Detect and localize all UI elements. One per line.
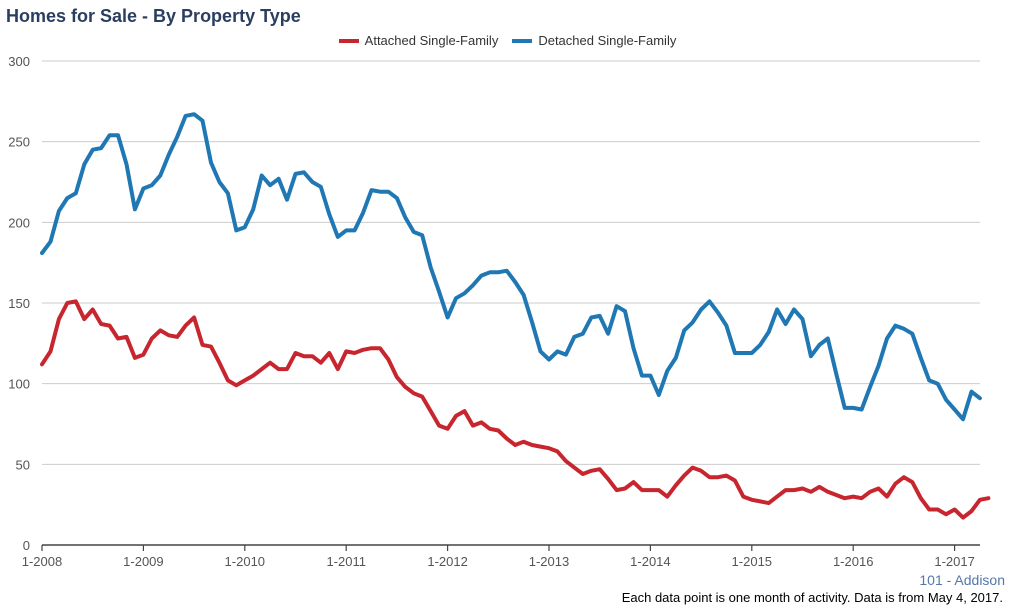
x-tick-label: 1-2009 [123,554,163,569]
x-tick-label: 1-2017 [934,554,974,569]
legend-label-detached: Detached Single-Family [538,33,677,48]
legend-label-attached: Attached Single-Family [364,33,499,48]
legend-item-detached[interactable]: Detached Single-Family [512,33,676,48]
legend: Attached Single-Family Detached Single-F… [0,33,1015,48]
legend-swatch-detached [512,38,533,43]
location-label: 101 - Addison [919,572,1005,588]
y-tick-label: 200 [8,215,30,230]
data-footnote: Each data point is one month of activity… [621,590,1003,605]
x-tick-label: 1-2008 [22,554,62,569]
legend-item-attached[interactable]: Attached Single-Family [338,33,499,48]
x-tick-label: 1-2010 [225,554,265,569]
legend-swatch-attached [338,38,359,43]
x-tick-label: 1-2013 [529,554,569,569]
x-tick-label: 1-2012 [427,554,467,569]
y-tick-label: 0 [23,538,30,553]
y-tick-label: 100 [8,377,30,392]
x-tick-label: 1-2011 [326,554,366,569]
x-tick-label: 1-2016 [833,554,873,569]
x-tick-label: 1-2015 [732,554,772,569]
chart-title: Homes for Sale - By Property Type [6,6,301,26]
y-tick-label: 300 [8,54,30,69]
y-tick-label: 150 [8,296,30,311]
y-tick-label: 250 [8,135,30,150]
x-tick-label: 1-2014 [630,554,670,569]
y-tick-label: 50 [16,457,30,472]
